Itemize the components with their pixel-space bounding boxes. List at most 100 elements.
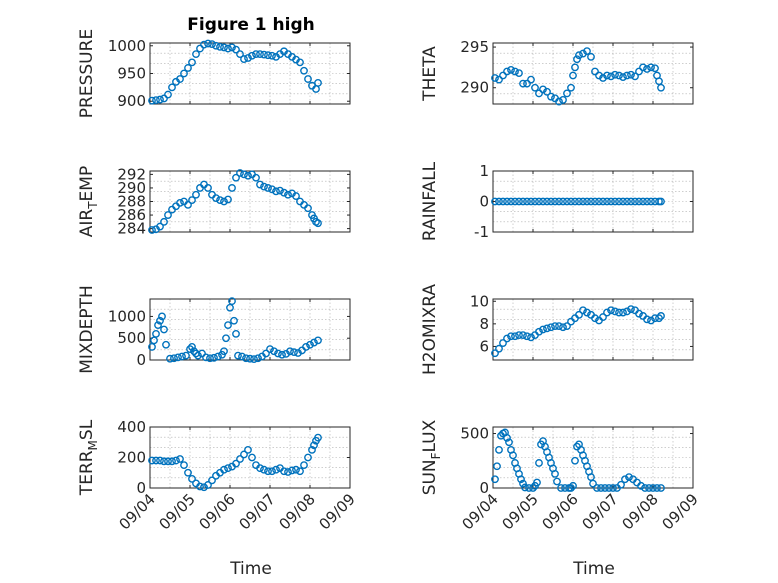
y-axis-label: THETA bbox=[420, 46, 440, 102]
data-point bbox=[200, 40, 208, 49]
data-point bbox=[192, 50, 200, 58]
data-point bbox=[641, 484, 649, 492]
data-point bbox=[236, 169, 244, 177]
data-point bbox=[184, 200, 192, 209]
axes-mixdepth: 0 500 1000 MIXDEPTH bbox=[77, 285, 351, 374]
series-pressure bbox=[148, 39, 322, 105]
data-point bbox=[639, 63, 647, 72]
data-point bbox=[551, 197, 559, 206]
y-axis-label-subscript: F bbox=[429, 452, 443, 459]
data-point bbox=[591, 67, 599, 76]
series-rainfall bbox=[491, 197, 665, 206]
data-point bbox=[547, 323, 555, 332]
data-point bbox=[535, 197, 543, 206]
axes-pressure: 900 950 1000 PRESSURE bbox=[77, 29, 351, 118]
y-tick-label: 1 bbox=[479, 162, 489, 180]
data-point bbox=[264, 184, 272, 192]
axes-frame bbox=[492, 170, 694, 233]
data-point bbox=[647, 63, 655, 72]
data-point bbox=[184, 468, 192, 477]
data-point bbox=[154, 321, 162, 330]
data-point bbox=[224, 195, 232, 204]
data-point bbox=[220, 43, 228, 52]
series-theta bbox=[491, 47, 665, 106]
data-point bbox=[515, 331, 523, 340]
data-point bbox=[162, 340, 170, 349]
data-point bbox=[635, 67, 643, 76]
data-point bbox=[310, 441, 318, 450]
data-point bbox=[573, 55, 581, 64]
data-point bbox=[619, 197, 627, 206]
data-point bbox=[559, 323, 567, 332]
data-point bbox=[491, 475, 499, 484]
data-point bbox=[579, 197, 587, 206]
data-point bbox=[591, 314, 599, 323]
data-point bbox=[204, 184, 212, 192]
data-point bbox=[220, 197, 228, 206]
data-point bbox=[631, 72, 639, 81]
y-axis-label: RAINFALL bbox=[420, 161, 440, 241]
data-point bbox=[224, 321, 232, 330]
y-tick-label: 0 bbox=[479, 479, 489, 497]
data-point bbox=[256, 180, 264, 189]
data-point bbox=[192, 190, 200, 199]
data-point bbox=[214, 352, 222, 361]
data-point bbox=[284, 468, 292, 476]
data-point bbox=[210, 353, 218, 362]
data-point bbox=[601, 484, 609, 492]
y-tick-label: 1000 bbox=[108, 37, 146, 55]
y-tick-label: 295 bbox=[460, 38, 489, 56]
data-point bbox=[168, 457, 176, 466]
data-point bbox=[186, 345, 194, 354]
data-point bbox=[623, 307, 631, 316]
data-point bbox=[523, 79, 531, 88]
data-point bbox=[569, 71, 577, 80]
data-point bbox=[491, 349, 499, 358]
data-point bbox=[563, 197, 571, 206]
data-point bbox=[507, 65, 515, 74]
data-point bbox=[248, 453, 256, 462]
data-point bbox=[156, 222, 164, 231]
y-axis-label-main: SUN bbox=[420, 459, 440, 495]
data-point bbox=[651, 64, 659, 73]
data-point bbox=[535, 327, 543, 336]
data-point bbox=[222, 334, 230, 343]
data-point bbox=[559, 197, 567, 206]
data-point bbox=[563, 322, 571, 331]
data-point bbox=[234, 351, 242, 360]
data-point bbox=[300, 66, 308, 75]
data-point bbox=[579, 306, 587, 315]
data-point bbox=[220, 465, 228, 474]
data-point bbox=[647, 197, 655, 206]
figure-title: Figure 1 high bbox=[187, 15, 315, 35]
data-point bbox=[495, 197, 503, 206]
data-point bbox=[180, 461, 188, 470]
data-point bbox=[152, 329, 160, 338]
data-point bbox=[156, 456, 164, 465]
data-point bbox=[248, 51, 256, 60]
data-point bbox=[260, 182, 268, 191]
data-point bbox=[511, 197, 519, 206]
data-point bbox=[212, 194, 220, 203]
data-point bbox=[527, 197, 535, 206]
data-point bbox=[220, 347, 228, 356]
data-point bbox=[204, 39, 212, 48]
data-point bbox=[256, 50, 264, 58]
data-point bbox=[603, 71, 611, 80]
data-point bbox=[611, 70, 619, 79]
data-point bbox=[232, 45, 240, 54]
data-point bbox=[288, 466, 296, 475]
data-point bbox=[575, 197, 583, 206]
data-point bbox=[657, 484, 665, 492]
data-point bbox=[274, 349, 282, 358]
data-point bbox=[499, 197, 507, 206]
series-sunflux bbox=[491, 428, 665, 492]
y-axis-label-subscript: T bbox=[86, 201, 100, 210]
y-tick-label: 288 bbox=[117, 193, 146, 211]
data-point bbox=[519, 331, 527, 340]
data-point bbox=[599, 197, 607, 206]
data-point bbox=[555, 197, 563, 206]
data-point bbox=[244, 171, 252, 180]
y-tick-label: 900 bbox=[117, 92, 146, 110]
